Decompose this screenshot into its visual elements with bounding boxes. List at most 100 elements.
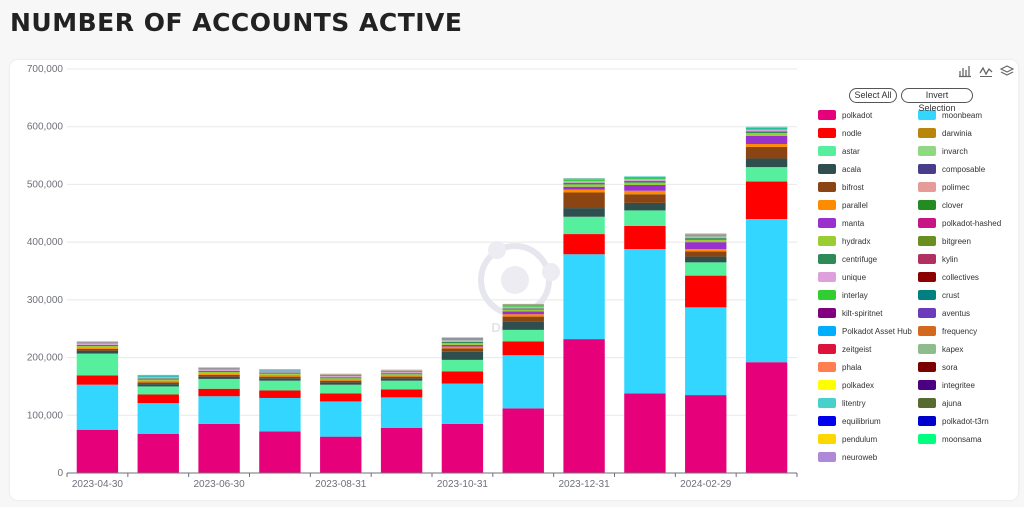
bar-segment[interactable]	[624, 185, 666, 191]
legend-item[interactable]: kapex	[918, 344, 963, 354]
bar-segment[interactable]	[76, 347, 119, 349]
bar-segment[interactable]	[137, 376, 179, 377]
legend-item[interactable]: integritee	[918, 380, 975, 390]
bar-segment[interactable]	[198, 369, 240, 371]
legend-item[interactable]: polimec	[918, 182, 970, 192]
bar-segment[interactable]	[745, 127, 788, 128]
bar-segment[interactable]	[563, 192, 605, 209]
bar-segment[interactable]	[259, 376, 301, 379]
bar-segment[interactable]	[563, 234, 605, 255]
bar-segment[interactable]	[745, 362, 788, 473]
bar-segment[interactable]	[137, 382, 179, 385]
legend-item[interactable]: frequency	[918, 326, 977, 336]
bar-segment[interactable]	[259, 431, 301, 473]
legend-item[interactable]: pendulum	[818, 434, 877, 444]
bar-segment[interactable]	[624, 393, 666, 473]
legend-item[interactable]: kylin	[918, 254, 958, 264]
bar-segment[interactable]	[502, 305, 544, 306]
bar-segment[interactable]	[198, 378, 240, 389]
bar-segment[interactable]	[441, 359, 484, 372]
legend-item[interactable]: ajuna	[918, 398, 962, 408]
bar-segment[interactable]	[441, 423, 484, 473]
bar-segment[interactable]	[441, 344, 484, 347]
bar-segment[interactable]	[624, 180, 666, 183]
bar-segment[interactable]	[380, 370, 423, 372]
legend-item[interactable]: unique	[818, 272, 867, 282]
bar-segment[interactable]	[441, 340, 484, 342]
legend-item[interactable]: Polkadot Asset Hub	[818, 326, 912, 336]
bar-segment[interactable]	[76, 353, 119, 376]
legend-item[interactable]: phala	[818, 362, 862, 372]
legend-item[interactable]: equilibrium	[818, 416, 881, 426]
bar-segment[interactable]	[320, 373, 362, 375]
legend-item[interactable]: composable	[918, 164, 986, 174]
bar-segment[interactable]	[259, 369, 301, 371]
bar-segment[interactable]	[441, 341, 484, 344]
bar-segment[interactable]	[380, 370, 423, 371]
bar-segment[interactable]	[380, 373, 423, 375]
bar-segment[interactable]	[745, 144, 788, 147]
legend-item[interactable]: clover	[918, 200, 964, 210]
bar-segment[interactable]	[685, 251, 727, 257]
bar-segment[interactable]	[502, 304, 544, 306]
bar-segment[interactable]	[380, 380, 423, 390]
bar-segment[interactable]	[441, 371, 484, 384]
legend-item[interactable]: polkadot-t3rn	[918, 416, 989, 426]
bar-segment[interactable]	[624, 194, 666, 203]
legend-item[interactable]: zeitgeist	[818, 344, 872, 354]
bar-segment[interactable]	[441, 337, 484, 339]
bar-segment[interactable]	[76, 348, 119, 351]
bar-segment[interactable]	[198, 367, 240, 369]
bar-segment[interactable]	[624, 176, 666, 177]
bar-segment[interactable]	[380, 372, 423, 374]
bar-segment[interactable]	[259, 372, 301, 374]
bar-segment[interactable]	[320, 374, 362, 376]
bar-segment[interactable]	[441, 343, 484, 345]
bar-segment[interactable]	[502, 314, 544, 317]
bar-segment[interactable]	[320, 384, 362, 394]
bar-segment[interactable]	[441, 337, 484, 338]
bar-segment[interactable]	[745, 128, 788, 130]
bar-segment[interactable]	[380, 375, 423, 377]
bar-segment[interactable]	[137, 380, 179, 383]
bar-segment[interactable]	[76, 375, 119, 385]
bar-segment[interactable]	[137, 403, 179, 434]
bar-segment[interactable]	[380, 369, 423, 371]
bar-segment[interactable]	[137, 378, 179, 380]
legend-item[interactable]: interlay	[818, 290, 868, 300]
bar-segment[interactable]	[563, 339, 605, 473]
bar-segment[interactable]	[198, 376, 240, 379]
bar-segment[interactable]	[502, 355, 544, 409]
bar-segment[interactable]	[320, 393, 362, 402]
bar-segment[interactable]	[685, 275, 727, 308]
bar-segment[interactable]	[563, 189, 605, 193]
legend-item[interactable]: invarch	[918, 146, 968, 156]
bar-segment[interactable]	[441, 383, 484, 424]
bar-segment[interactable]	[137, 374, 179, 376]
legend-item[interactable]: bifrost	[818, 182, 865, 192]
bar-segment[interactable]	[76, 350, 119, 354]
bar-segment[interactable]	[685, 307, 727, 396]
bar-segment[interactable]	[137, 379, 179, 381]
bar-segment[interactable]	[685, 236, 727, 239]
bar-segment[interactable]	[198, 373, 240, 375]
bar-segment[interactable]	[502, 309, 544, 312]
bar-segment[interactable]	[198, 374, 240, 377]
bar-segment[interactable]	[624, 210, 666, 226]
bar-segment[interactable]	[563, 216, 605, 235]
bar-segment[interactable]	[685, 239, 727, 243]
bar-segment[interactable]	[624, 179, 666, 181]
bar-segment[interactable]	[685, 235, 727, 237]
bar-segment[interactable]	[502, 308, 544, 310]
bar-segment[interactable]	[320, 436, 362, 473]
bar-segment[interactable]	[76, 341, 119, 343]
bar-segment[interactable]	[380, 378, 423, 381]
legend-item[interactable]: polkadex	[818, 380, 874, 390]
bar-segment[interactable]	[320, 375, 362, 377]
bar-segment[interactable]	[624, 202, 666, 211]
legend-item[interactable]: manta	[818, 218, 865, 228]
bar-segment[interactable]	[745, 167, 788, 182]
legend-item[interactable]: hydradx	[818, 236, 870, 246]
bar-segment[interactable]	[259, 390, 301, 398]
bar-segment[interactable]	[76, 344, 119, 347]
